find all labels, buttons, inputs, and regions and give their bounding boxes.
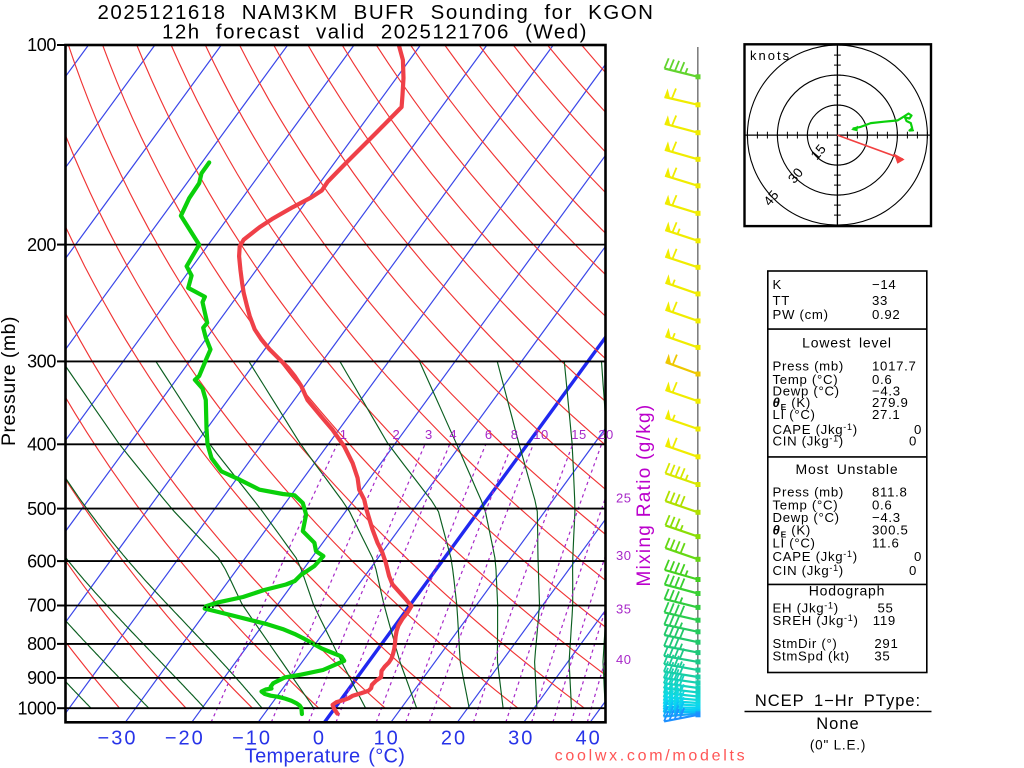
svg-text:NCEP 1−Hr PType:: NCEP 1−Hr PType: [755,692,921,710]
svg-text:15: 15 [571,427,586,442]
svg-text:θE (K): θE (K) [773,522,811,539]
svg-text:(0" L.E.): (0" L.E.) [810,738,866,753]
svg-text:4: 4 [449,427,457,442]
svg-text:−10: −10 [232,728,272,750]
svg-text:200: 200 [27,235,56,255]
svg-text:291: 291 [874,636,898,651]
svg-text:0: 0 [909,563,917,578]
svg-text:279.9: 279.9 [872,395,909,410]
svg-text:TT: TT [773,293,791,308]
svg-text:1000: 1000 [18,698,57,718]
svg-text:−30: −30 [98,728,138,750]
svg-text:CIN (Jkg-1): CIN (Jkg-1) [773,433,844,448]
svg-text:20: 20 [598,427,613,442]
svg-text:500: 500 [27,499,56,519]
svg-text:Temperature (°C): Temperature (°C) [245,746,405,768]
svg-text:StmDir (°): StmDir (°) [773,636,838,651]
svg-text:Pressure (mb): Pressure (mb) [0,316,20,446]
svg-text:45: 45 [761,188,782,209]
svg-text:35: 35 [616,602,631,617]
svg-text:35: 35 [874,648,890,663]
svg-text:3: 3 [425,427,433,442]
svg-text:0.6: 0.6 [872,497,892,512]
svg-text:CAPE (Jkg-1): CAPE (Jkg-1) [773,422,858,437]
svg-text:811.8: 811.8 [872,484,908,499]
svg-text:33: 33 [872,293,888,308]
svg-text:400: 400 [27,435,56,455]
svg-text:CIN (Jkg-1): CIN (Jkg-1) [773,563,844,578]
svg-text:0: 0 [909,433,917,448]
svg-text:55: 55 [878,601,894,616]
svg-text:600: 600 [27,551,56,571]
svg-text:None: None [816,715,859,733]
svg-text:LI (°C): LI (°C) [773,407,816,422]
svg-text:Temp (°C): Temp (°C) [773,372,839,387]
svg-text:Lowest level: Lowest level [802,334,892,350]
svg-text:0.6: 0.6 [872,372,892,387]
svg-text:−4.3: −4.3 [872,384,901,399]
svg-text:−14: −14 [872,277,896,292]
svg-text:25: 25 [616,490,631,505]
svg-text:EH (Jkg-1): EH (Jkg-1) [773,601,839,616]
svg-text:LI (°C): LI (°C) [773,536,816,551]
svg-text:2: 2 [393,427,401,442]
svg-text:900: 900 [27,668,56,688]
svg-text:Dewp (°C): Dewp (°C) [773,384,840,399]
svg-text:knots: knots [750,48,791,63]
svg-text:0.92: 0.92 [872,307,900,322]
svg-text:40: 40 [575,728,601,750]
svg-text:30: 30 [616,548,631,563]
svg-text:1: 1 [340,427,348,442]
svg-text:6: 6 [485,427,493,442]
svg-text:8: 8 [511,427,519,442]
svg-text:Temp (°C): Temp (°C) [773,497,839,512]
svg-text:Press (mb): Press (mb) [773,359,844,374]
svg-text:CAPE (Jkg-1): CAPE (Jkg-1) [773,549,858,564]
svg-text:300.5: 300.5 [872,522,909,537]
svg-text:1017.7: 1017.7 [872,359,917,374]
svg-text:Press (mb): Press (mb) [773,484,844,499]
svg-text:300: 300 [27,352,56,372]
svg-text:27.1: 27.1 [872,407,900,422]
svg-text:coolwx.com/modelts: coolwx.com/modelts [555,748,748,765]
svg-text:Hodograph: Hodograph [809,582,885,598]
svg-text:40: 40 [616,652,631,667]
svg-text:0: 0 [914,549,922,564]
svg-text:StmSpd (kt): StmSpd (kt) [773,648,850,663]
svg-text:0: 0 [313,728,326,750]
svg-text:11.6: 11.6 [872,536,900,551]
svg-text:119: 119 [873,613,896,628]
svg-text:12h forecast valid 2025121706: 12h forecast valid 2025121706 (Wed) [162,21,588,44]
svg-text:PW (cm): PW (cm) [773,307,829,322]
svg-text:30: 30 [508,728,534,750]
svg-text:10: 10 [533,427,548,442]
svg-text:−20: −20 [165,728,205,750]
svg-text:800: 800 [27,634,56,654]
svg-text:Most Unstable: Most Unstable [796,461,899,477]
svg-text:Mixing Ratio (g/kg): Mixing Ratio (g/kg) [634,403,655,586]
svg-text:−4.3: −4.3 [872,510,901,525]
svg-text:2025121618 NAM3KM BUFR Soundin: 2025121618 NAM3KM BUFR Sounding for KGON [98,1,655,24]
svg-text:0: 0 [914,422,922,437]
svg-text:15: 15 [808,142,829,163]
svg-text:100: 100 [27,35,56,55]
svg-text:θE (K): θE (K) [773,395,811,412]
svg-text:Dewp (°C): Dewp (°C) [773,510,840,525]
svg-text:30: 30 [785,165,806,186]
svg-text:20: 20 [441,728,467,750]
svg-text:700: 700 [27,596,56,616]
svg-text:SREH (Jkg-1): SREH (Jkg-1) [773,613,859,628]
svg-text:K: K [773,277,783,292]
svg-text:10: 10 [374,728,400,750]
